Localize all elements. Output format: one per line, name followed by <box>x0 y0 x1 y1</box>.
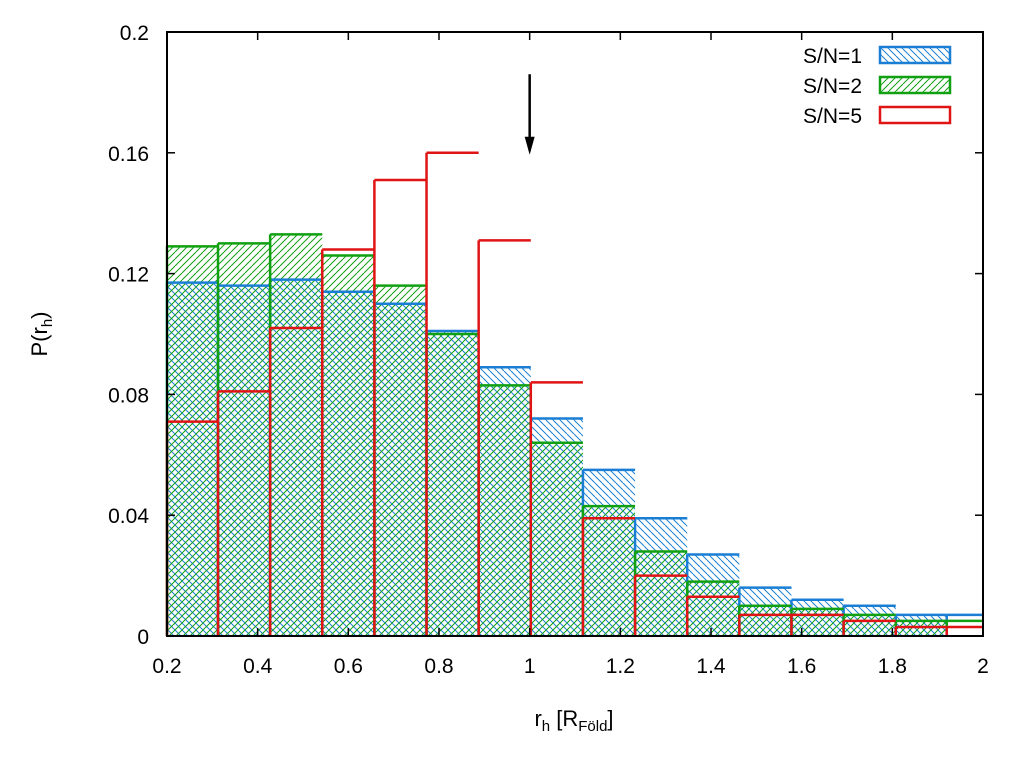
x-tick-label: 0.2 <box>152 655 181 678</box>
bar-sn2-3 <box>322 255 375 637</box>
ticks-layer <box>166 31 984 637</box>
x-tick-label: 1.2 <box>606 655 635 678</box>
y-tick-label: 0.12 <box>108 264 149 287</box>
x-tick-label: 1.8 <box>878 655 907 678</box>
bar-sn2-6 <box>478 385 531 636</box>
y-tick-label: 0 <box>137 626 149 649</box>
x-tick-label: 1.4 <box>696 655 726 678</box>
y-tick-label: 0.2 <box>120 22 149 45</box>
y-tick-label: 0.08 <box>108 384 149 407</box>
y-tick-label: 0.16 <box>108 143 149 166</box>
bar-sn2-9 <box>635 551 688 636</box>
bar-sn2-8 <box>582 506 636 636</box>
bar-sn2-12 <box>791 608 844 636</box>
legend: S/N=1 S/N=2 S/N=5 <box>803 45 952 128</box>
arrow-head <box>524 136 535 155</box>
tick-labels: 0.2 0.4 0.6 0.8 1 1.2 1.4 1.6 1.8 2 0 0.04 0.08 0.12 0… <box>108 22 989 678</box>
legend-swatch <box>878 75 952 95</box>
bar-sn2-0 <box>167 246 218 637</box>
bar-sn2-2 <box>270 234 323 636</box>
x-tick-label: 0.6 <box>334 655 363 678</box>
legend-swatch <box>878 105 952 125</box>
bar-sn2-5 <box>426 334 479 636</box>
legend-label: S/N=5 <box>803 105 862 128</box>
x-axis-label: rh [RFöld] <box>534 706 613 735</box>
annotation-arrow <box>524 74 535 155</box>
plot-frame <box>166 31 984 637</box>
x-tick-label: 1 <box>524 655 536 678</box>
legend-swatch <box>878 45 952 65</box>
legend-label: S/N=2 <box>803 75 862 98</box>
y-tick-label: 0.04 <box>108 505 149 528</box>
x-tick-label: 1.6 <box>787 655 816 678</box>
x-tick-label: 0.8 <box>424 655 453 678</box>
x-tick-label: 0.4 <box>243 655 273 678</box>
y-axis-label: P(rh) <box>27 312 56 357</box>
bar-sn2-10 <box>687 581 740 636</box>
x-tick-label: 2 <box>977 655 989 678</box>
outline-layer <box>165 151 983 636</box>
bar-sn2-7 <box>530 442 583 636</box>
bar-sn2-13 <box>843 614 896 636</box>
bar-sn2-4 <box>374 285 427 636</box>
bar-sn2-1 <box>218 243 271 636</box>
legend-label: S/N=1 <box>803 45 862 68</box>
bar-sn2-11 <box>739 605 792 636</box>
bar-sn2-14 <box>895 620 947 636</box>
bars-layer <box>167 234 947 637</box>
